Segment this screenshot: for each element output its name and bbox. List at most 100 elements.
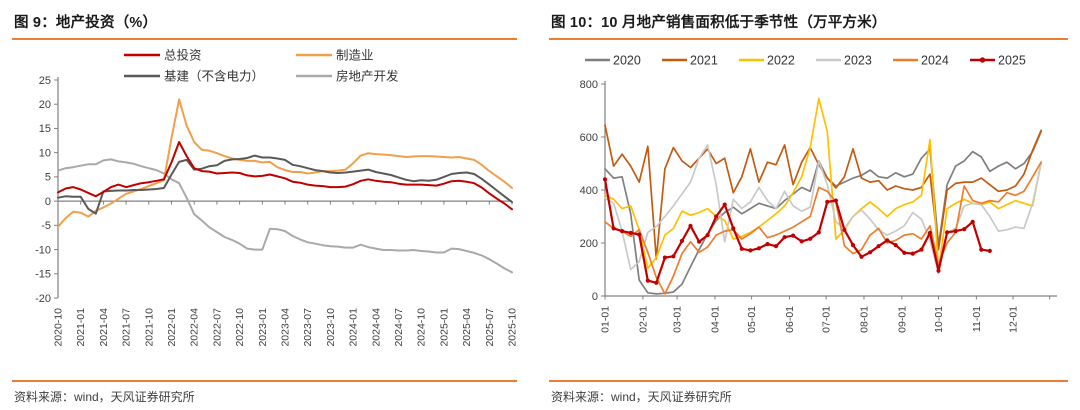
x-tick-label: 2022-10 [234,308,246,347]
figure-9-source: 资料来源：wind，天风证券研究所 [12,380,517,409]
x-tick-label: 04-01 [709,306,721,333]
x-tick-label: 09-01 [896,306,908,333]
y-tick-label: 20 [39,99,51,111]
legend-label-总投资: 总投资 [164,47,202,62]
legend-label-制造业: 制造业 [336,48,374,62]
series-marker-2025 [987,248,992,253]
legend-marker-2025 [979,57,986,63]
figure-9-title: 图 9：地产投资（%） [12,4,517,40]
y-tick-label: 400 [580,185,598,197]
series-marker-2025 [731,226,736,231]
x-tick-label: 2022-07 [211,308,223,347]
x-tick-label: 2024-04 [370,308,382,347]
series-marker-2025 [782,235,787,240]
series-line-2025 [603,178,991,284]
x-tick-label: 06-01 [784,306,796,333]
x-tick-label: 08-01 [858,306,870,333]
series-marker-2025 [620,229,625,234]
x-tick-label: 2021-07 [121,308,133,347]
x-tick-label: 2024-10 [416,308,428,347]
series-marker-2025 [833,198,838,203]
series-marker-2025 [739,246,744,251]
series-marker-2025 [654,280,659,285]
y-tick-label: -5 [41,220,51,232]
series-marker-2025 [876,244,881,249]
figure-10-chart: 800 600 400 200 0 01-01 02-01 03-01 04-01 05-01 06… [549,40,1068,378]
series-marker-2025 [808,236,813,241]
figure-10-source: 资料来源：wind，天风证券研究所 [549,380,1068,409]
x-tick-label: 03-01 [672,306,684,333]
x-tick-label: 10-01 [933,306,945,333]
series-marker-2025 [765,242,770,247]
y-tick-label: 15 [39,123,51,135]
series-marker-2025 [688,223,693,228]
legend-label-2023: 2023 [844,54,872,68]
series-line-2024 [604,161,1042,295]
y-tick-label: 25 [39,75,51,87]
figure-10-line-chart: 800 600 400 200 001-01 02-01 03-01 04-01 05-01 06… [580,54,1057,333]
series-marker-2025 [748,248,753,253]
series-marker-2025 [705,233,710,238]
series-marker-2025 [714,214,719,219]
series-marker-2025 [927,230,933,235]
x-tick-label: 2024-01 [348,308,360,347]
x-tick-label: 12-01 [1008,306,1020,333]
series-line-房地产开发 [57,158,513,274]
x-tick-label: 11-01 [971,306,983,332]
series-marker-2025 [962,227,967,232]
series-marker-2025 [953,229,958,234]
x-tick-label: 01-01 [600,306,612,333]
series-marker-2025 [671,254,676,259]
x-tick-label: 2022-01 [166,308,178,347]
series-marker-2025 [885,238,890,243]
figure-9-panel: 图 9：地产投资（%） 25 20 15 10 5 0 -5 -10 -15 -20 2020-10… [12,4,517,409]
series-marker-2025 [799,239,804,244]
series-marker-2025 [945,230,950,235]
series-marker-2025 [756,246,761,251]
y-tick-label: 600 [580,132,598,144]
series-marker-2025 [902,250,907,255]
x-tick-label: 05-01 [746,306,758,333]
series-marker-2025 [722,202,727,207]
legend-label-2021: 2021 [690,54,718,68]
series-marker-2025 [910,251,915,256]
x-tick-label: 02-01 [637,306,649,333]
x-tick-label: 2021-10 [143,308,155,347]
series-marker-2025 [970,219,975,224]
x-tick-label: 2024-07 [393,308,405,347]
y-tick-label: 0 [592,291,598,303]
legend-label-基建（不含电力）: 基建（不含电力） [164,68,264,83]
series-marker-2025 [850,243,856,248]
series-marker-2025 [868,250,873,255]
series-marker-2025 [825,199,830,204]
series-marker-2025 [816,230,821,235]
series-marker-2025 [679,238,685,243]
series-marker-2025 [645,278,650,283]
y-tick-label: -10 [35,244,51,256]
figure-9-chart: 25 20 15 10 5 0 -5 -10 -15 -20 2020-10 2021-01 2021-… [12,40,517,378]
series-marker-2025 [602,177,608,182]
legend-label-2024: 2024 [921,54,949,68]
series-marker-2025 [637,232,642,237]
x-tick-label: 2025-01 [438,308,450,347]
x-tick-label: 2023-01 [257,308,269,347]
series-marker-2025 [773,244,779,249]
series-line-制造业 [57,98,513,228]
x-tick-label: 2023-10 [325,308,337,347]
series-line-2021 [604,124,1042,260]
y-tick-label: 10 [39,147,51,159]
series-line-总投资 [57,141,513,211]
series-marker-2025 [919,247,924,252]
legend-label-2025: 2025 [998,54,1026,68]
x-tick-label: 2025-10 [507,308,518,347]
series-marker-2025 [842,227,847,232]
x-tick-label: 2022-04 [189,308,201,347]
series-marker-2025 [936,268,941,273]
y-tick-label: 800 [580,79,598,91]
series-marker-2025 [791,233,796,238]
x-tick-label: 2025-04 [461,308,473,347]
x-tick-label: 2021-01 [75,308,87,347]
series-marker-2025 [893,243,898,248]
